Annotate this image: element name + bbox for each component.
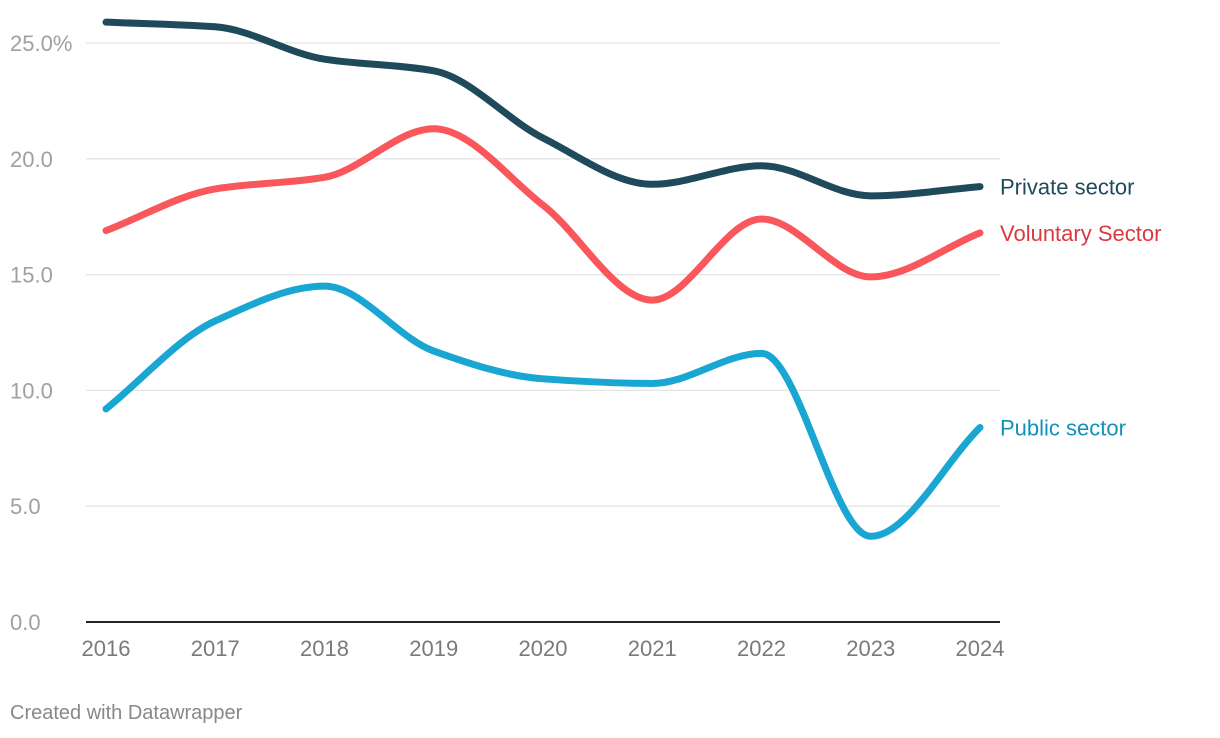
x-axis-tick-labels: 2016 2017 2018 2019 2020 2021 2022 2023 2024 [82, 636, 1005, 661]
data-point-voluntary-sector [212, 185, 219, 192]
datawrapper-credit: Created with Datawrapper [10, 702, 243, 724]
data-point-voluntary-sector [430, 125, 437, 132]
data-point-private-sector [649, 181, 656, 188]
x-tick-label: 2022 [737, 636, 786, 661]
y-tick-label: 0.0 [10, 610, 41, 635]
y-axis-tick-labels: 0.0 5.0 10.0 15.0 20.0 25.0% [10, 31, 72, 635]
data-point-private-sector [321, 56, 328, 63]
data-point-voluntary-sector [758, 216, 765, 223]
data-point-public-sector [103, 405, 110, 412]
x-tick-label: 2016 [82, 636, 131, 661]
y-tick-label: 15.0 [10, 263, 53, 288]
x-tick-label: 2018 [300, 636, 349, 661]
data-point-public-sector [977, 424, 984, 431]
data-point-public-sector [540, 375, 547, 382]
data-point-public-sector [867, 533, 874, 540]
data-point-private-sector [540, 134, 547, 141]
data-point-voluntary-sector [540, 202, 547, 209]
data-point-private-sector [867, 192, 874, 199]
series-line-public-sector [102, 282, 984, 540]
data-point-private-sector [212, 23, 219, 30]
y-tick-label: 10.0 [10, 378, 53, 403]
data-point-public-sector [758, 350, 765, 357]
series-line-voluntary-sector [102, 125, 984, 304]
data-point-private-sector [430, 67, 437, 74]
data-point-public-sector [430, 348, 437, 355]
x-tick-label: 2023 [846, 636, 895, 661]
data-point-voluntary-sector [977, 229, 984, 236]
data-point-voluntary-sector [321, 174, 328, 181]
x-tick-label: 2024 [956, 636, 1005, 661]
data-point-voluntary-sector [103, 227, 110, 234]
series-labels: Private sector Voluntary Sector Public sec… [1000, 175, 1161, 441]
data-point-voluntary-sector [867, 273, 874, 280]
x-tick-label: 2017 [191, 636, 240, 661]
data-point-public-sector [212, 317, 219, 324]
data-point-public-sector [649, 380, 656, 387]
series-line-private-sector [102, 18, 984, 200]
x-tick-label: 2019 [409, 636, 458, 661]
data-point-private-sector [103, 19, 110, 26]
series-label-private-sector: Private sector [1000, 175, 1135, 200]
grid-lines [86, 42, 1000, 623]
series-label-public-sector: Public sector [1000, 415, 1126, 440]
y-tick-label: 5.0 [10, 494, 41, 519]
series-label-voluntary-sector: Voluntary Sector [1000, 221, 1161, 246]
x-tick-label: 2021 [628, 636, 677, 661]
data-point-private-sector [758, 162, 765, 169]
x-tick-label: 2020 [519, 636, 568, 661]
data-point-public-sector [321, 283, 328, 290]
series-lines [102, 18, 984, 540]
data-point-voluntary-sector [649, 297, 656, 304]
y-tick-label: 20.0 [10, 147, 53, 172]
data-point-private-sector [977, 183, 984, 190]
y-tick-label: 25.0% [10, 31, 72, 56]
